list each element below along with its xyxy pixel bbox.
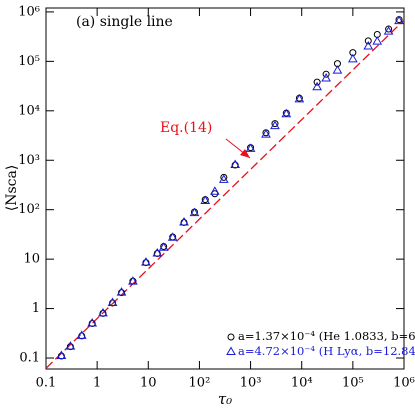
marker [385,25,393,33]
marker [128,276,138,285]
plot-frame [45,7,405,370]
marker [261,129,271,138]
marker [312,81,322,91]
marker [98,307,108,317]
legend-label: a=1.37×10⁻⁴ (He 1.0833, b=6.45 km s⁻¹) [238,329,415,343]
marker [116,287,127,296]
y-tick-label: 0.1 [19,351,40,366]
x-axis-title: τ₀ [218,390,232,408]
marker [270,120,280,130]
y-tick-label: 10³ [18,153,40,168]
marker [332,65,343,74]
marker [294,93,305,103]
marker [394,15,404,25]
marker [322,70,330,78]
marker [363,40,374,50]
marker [230,159,241,169]
arrow-head [240,149,250,158]
marker [76,330,87,339]
x-tick-label: 10⁶ [393,376,415,391]
annotation: Eq.(14) [160,120,212,136]
marker [383,26,394,35]
marker [56,350,67,359]
marker [372,36,383,45]
y-tick-label: 1 [32,301,40,316]
y-tick-label: 10² [18,202,40,217]
x-tick-label: 1 [93,376,101,391]
panel-label: (a) single line [76,14,173,30]
legend-marker [226,346,236,355]
marker [313,78,321,86]
marker [141,257,151,266]
legend-label: a=4.72×10⁻⁴ (H Lyα, b=12.84 km s⁻¹) [238,344,415,358]
x-tick-label: 10² [189,376,211,391]
marker [209,186,220,195]
marker [179,217,189,226]
marker [364,37,372,45]
marker [347,53,358,63]
marker [245,143,256,152]
y-axis-title: ⟨Nsca⟩ [4,165,20,212]
marker [189,207,200,217]
marker [200,195,211,204]
marker [218,174,229,183]
x-tick-label: 0.1 [36,376,57,391]
marker [211,190,219,198]
y-tick-label: 10 [23,252,40,267]
marker [281,108,292,118]
legend-marker [227,333,235,341]
x-tick-label: 10³ [240,376,262,391]
x-tick-label: 10⁴ [291,376,313,391]
marker [220,173,228,181]
fit-line [45,19,405,369]
x-tick-label: 10⁵ [342,376,364,391]
marker [167,232,178,241]
y-tick-label: 10⁵ [18,54,40,69]
x-tick-label: 10 [140,376,157,391]
marker [158,242,169,251]
marker [321,72,331,82]
y-tick-label: 10⁴ [18,103,40,118]
marker [152,247,163,257]
marker [107,297,118,306]
y-tick-label: 10⁶ [18,4,40,19]
marker [87,317,98,327]
marker [65,341,76,350]
